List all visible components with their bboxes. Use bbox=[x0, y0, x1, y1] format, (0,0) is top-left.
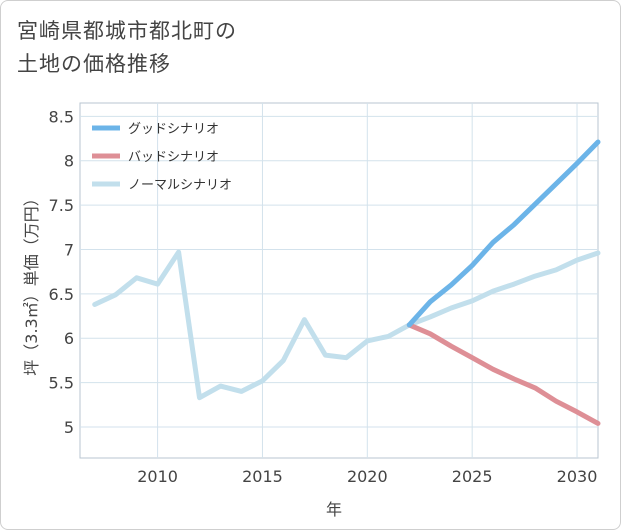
y-axis-label: 坪（3.3㎡）単価（万円） bbox=[22, 190, 41, 375]
series-line-2 bbox=[406, 322, 601, 426]
y-tick-label: 5.5 bbox=[49, 374, 74, 393]
x-tick-label: 2015 bbox=[242, 467, 283, 486]
y-tick-label: 6.5 bbox=[49, 285, 74, 304]
y-tick-label: 8.5 bbox=[49, 107, 74, 126]
series-lines bbox=[92, 139, 601, 426]
chart-title-line2: 土地の価格推移 bbox=[17, 52, 171, 76]
x-tick-label: 2025 bbox=[452, 467, 493, 486]
grid-lines bbox=[80, 103, 598, 458]
chart-title: 宮崎県都城市都北町の 土地の価格推移 bbox=[17, 15, 237, 81]
x-tick-label: 2030 bbox=[557, 467, 598, 486]
legend-entry: ノーマルシナリオ bbox=[128, 178, 232, 193]
y-tick-label: 7 bbox=[64, 240, 74, 259]
legend-entry: グッドシナリオ bbox=[128, 122, 219, 137]
plot-area bbox=[79, 102, 599, 459]
series-line-1 bbox=[406, 139, 601, 328]
x-tick-label: 2020 bbox=[347, 467, 388, 486]
series-line-3 bbox=[92, 249, 601, 401]
y-tick-labels: 5 5.5 6 6.5 7 7.5 8 8.5 bbox=[49, 107, 74, 437]
x-axis-label: 年 bbox=[326, 500, 342, 519]
legend-entry: バッドシナリオ bbox=[128, 150, 219, 165]
y-tick-label: 7.5 bbox=[49, 196, 74, 215]
y-tick-label: 5 bbox=[64, 418, 74, 437]
y-tick-label: 6 bbox=[64, 329, 74, 348]
x-tick-label: 2010 bbox=[137, 467, 178, 486]
chart-title-line1: 宮崎県都城市都北町の bbox=[17, 19, 237, 43]
y-tick-label: 8 bbox=[64, 152, 74, 171]
x-tick-labels: 2010 2015 2020 2025 2030 bbox=[137, 467, 597, 486]
